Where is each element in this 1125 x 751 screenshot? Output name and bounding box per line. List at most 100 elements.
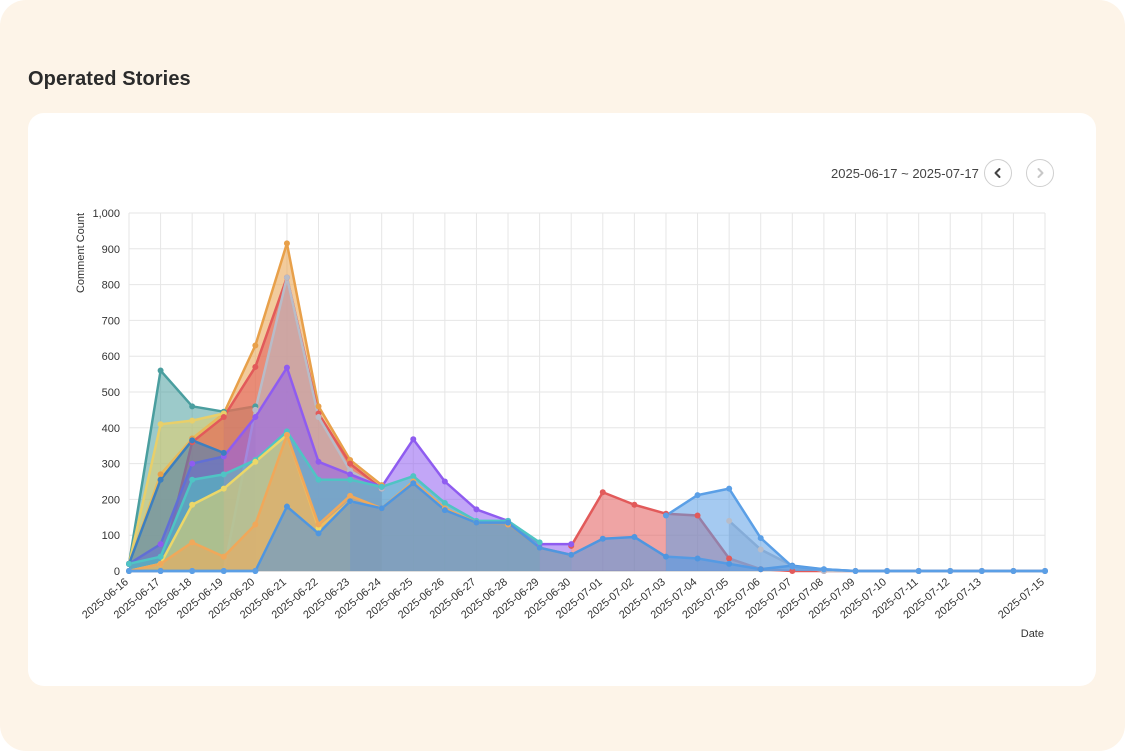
- series-7-point: [220, 449, 227, 456]
- series-12-point: [947, 568, 954, 574]
- series-9-point: [220, 485, 227, 492]
- series-12-point: [1042, 568, 1048, 574]
- y-tick-label: 0: [114, 566, 120, 578]
- series-11-point: [694, 555, 701, 562]
- page-title: Operated Stories: [28, 68, 191, 90]
- series-11-point: [631, 533, 638, 540]
- x-axis-label: Date: [1021, 628, 1044, 640]
- series-2-point: [252, 342, 259, 349]
- series-12-point: [726, 485, 733, 492]
- series-6-point: [283, 364, 290, 371]
- y-tick-label: 100: [102, 530, 120, 542]
- y-axis-label: Comment Count: [75, 213, 87, 293]
- series-12-point: [978, 568, 985, 574]
- series-10-point: [252, 521, 259, 528]
- y-tick-label: 1,000: [92, 208, 120, 220]
- series-12-point: [757, 535, 764, 542]
- y-tick-label: 900: [102, 244, 120, 256]
- series-8-point: [157, 553, 164, 560]
- series-10-point: [315, 521, 322, 528]
- chevron-right-icon: [1037, 168, 1044, 178]
- series-6-point: [473, 506, 480, 513]
- series-12-point: [220, 568, 227, 574]
- series-2-point: [157, 471, 164, 478]
- series-2-point: [315, 403, 322, 410]
- date-range-label: 2025-06-17 ~ 2025-07-17: [831, 166, 979, 181]
- series-11-point: [568, 551, 575, 558]
- series-4-point: [789, 568, 796, 574]
- series-6-point: [189, 460, 196, 467]
- series-6-point: [315, 458, 322, 465]
- series-11-point: [473, 519, 480, 526]
- series-9-point: [189, 501, 196, 508]
- series-11-point: [505, 519, 512, 526]
- next-range-button[interactable]: [1026, 159, 1054, 187]
- series-1-point: [157, 367, 164, 374]
- series-8-point: [347, 476, 354, 483]
- series-6-point: [252, 414, 259, 421]
- series-8-point: [315, 476, 322, 483]
- series-3-line: [127, 412, 225, 565]
- series-12-point: [252, 568, 259, 574]
- series-11-point: [410, 480, 417, 487]
- chevron-left-icon: [994, 168, 1001, 178]
- y-tick-label: 300: [102, 459, 120, 471]
- series-12-point: [157, 568, 164, 574]
- series-6-point: [568, 541, 575, 548]
- series-7-line: [127, 439, 225, 565]
- series-points: [126, 240, 1048, 574]
- y-tick-label: 400: [102, 423, 120, 435]
- x-tick-label: 2025-07-15: [996, 576, 1047, 621]
- series-8-point: [378, 483, 385, 490]
- series-6-point: [410, 436, 417, 443]
- series-5-point: [757, 546, 764, 553]
- series-8-line: [128, 430, 541, 566]
- x-axis-ticks: 2025-06-162025-06-172025-06-182025-06-19…: [80, 576, 1047, 621]
- chart-card: [28, 113, 1096, 686]
- series-8-point: [536, 539, 543, 546]
- series-3-point: [157, 421, 164, 428]
- series-11-point: [347, 498, 354, 505]
- prev-range-button[interactable]: [984, 159, 1012, 187]
- series-7-point: [157, 476, 164, 483]
- series-4-point: [694, 512, 701, 519]
- series-8-point: [126, 560, 132, 567]
- series-8-point: [441, 499, 448, 506]
- series-10-point: [189, 539, 196, 546]
- series-12-point: [820, 566, 827, 573]
- series-4-point: [252, 363, 259, 370]
- series-5-point: [252, 406, 259, 413]
- y-tick-label: 500: [102, 387, 120, 399]
- series-12-point: [884, 568, 891, 574]
- series-areas: [127, 242, 1045, 573]
- series-8-point: [220, 471, 227, 478]
- series-12-point: [915, 568, 922, 574]
- series-12-point: [126, 568, 132, 574]
- series-11-point: [726, 560, 733, 567]
- series-12-point: [694, 492, 701, 499]
- series-12-point: [789, 563, 796, 570]
- series-11-area: [129, 483, 1045, 571]
- series-4-point: [347, 460, 354, 467]
- series-5-point: [283, 274, 290, 281]
- series-5-point: [726, 517, 733, 524]
- series-11-point: [599, 535, 606, 542]
- series-11-point: [536, 544, 543, 551]
- series-3-point: [189, 417, 196, 424]
- series-12-point: [662, 512, 669, 519]
- series-10-point: [283, 431, 290, 438]
- series-11-point: [283, 503, 290, 510]
- series-11-point: [441, 507, 448, 514]
- y-tick-label: 800: [102, 280, 120, 292]
- series-12-point: [1010, 568, 1017, 574]
- series-10-point: [157, 560, 164, 567]
- series-10-point: [220, 553, 227, 560]
- series-9-point: [252, 458, 259, 465]
- series-11-point: [315, 530, 322, 537]
- series-8-point: [189, 476, 196, 483]
- series-6-point: [347, 471, 354, 478]
- series-2-point: [283, 240, 290, 247]
- series-7-point: [189, 437, 196, 444]
- series-4-point: [220, 414, 227, 421]
